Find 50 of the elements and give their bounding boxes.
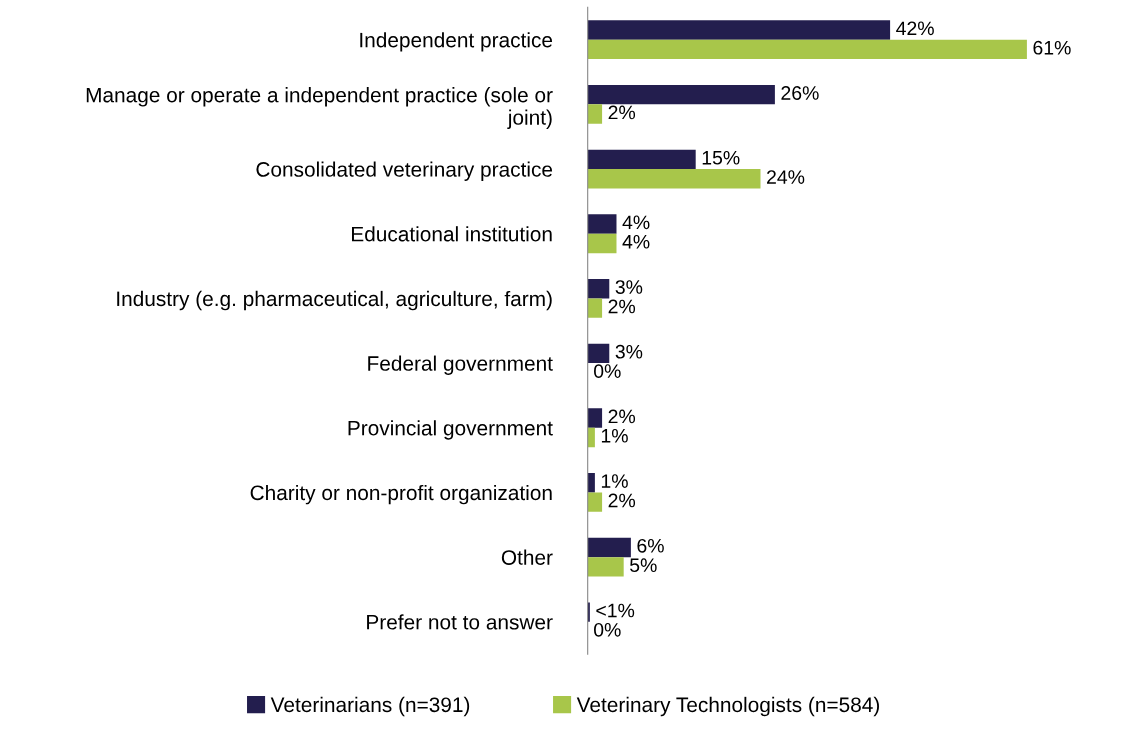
bar — [587, 104, 603, 124]
bar — [587, 298, 603, 318]
bar — [587, 343, 610, 364]
data-label: 3% — [615, 344, 643, 359]
bar — [587, 408, 603, 428]
bar — [587, 602, 590, 622]
bar — [587, 149, 696, 170]
bar — [587, 214, 617, 234]
y-tick-label: Industry (e.g. pharmaceutical, agriculture, farm) — [117, 290, 552, 311]
data-label: 2% — [608, 299, 636, 314]
y-tick-label: Charity or non-profit organization — [250, 484, 552, 505]
bar — [587, 557, 624, 577]
legend-label: Veterinary Technologists (n=584) — [576, 696, 879, 717]
data-label: 26% — [781, 86, 819, 100]
data-label: 2% — [608, 105, 636, 120]
data-label: 0% — [594, 364, 621, 379]
data-label: 2% — [608, 409, 636, 424]
y-tick-label: Federal government — [368, 355, 553, 375]
data-label: 1% — [601, 429, 628, 443]
y-tick-label: Consolidated veterinary practice — [256, 161, 553, 181]
y-tick-label: Educational institution — [352, 226, 552, 242]
bar — [587, 233, 617, 254]
bar — [587, 537, 631, 558]
data-label: 61% — [1033, 40, 1071, 55]
data-label: 5% — [630, 558, 657, 573]
bar — [587, 84, 775, 105]
bar — [587, 473, 595, 493]
y-tick-label: Provincial government — [348, 420, 553, 440]
data-label: 2% — [608, 493, 636, 508]
y-tick-label: Independent practice — [360, 32, 553, 52]
bar — [587, 169, 761, 189]
bar — [587, 427, 595, 448]
bar — [587, 492, 603, 512]
y-tick-label: Prefer not to answer — [367, 614, 553, 630]
data-label: 42% — [896, 21, 934, 36]
y-tick-label: Manage or operate a independent practice (sole or joint) — [86, 87, 553, 129]
legend-label: Veterinarians (n=391) — [270, 696, 470, 717]
data-label: 0% — [594, 622, 621, 637]
data-label: 4% — [622, 234, 650, 249]
y-tick-label: Other — [501, 549, 553, 565]
data-label: 15% — [702, 150, 740, 165]
data-label: 4% — [622, 215, 650, 230]
data-label: <1% — [596, 603, 635, 618]
bar — [587, 279, 610, 299]
data-label: 3% — [615, 280, 643, 294]
bar — [587, 20, 891, 40]
data-label: 1% — [601, 474, 628, 488]
data-label: 24% — [767, 170, 805, 184]
bar — [587, 39, 1027, 60]
data-label: 6% — [637, 538, 664, 553]
